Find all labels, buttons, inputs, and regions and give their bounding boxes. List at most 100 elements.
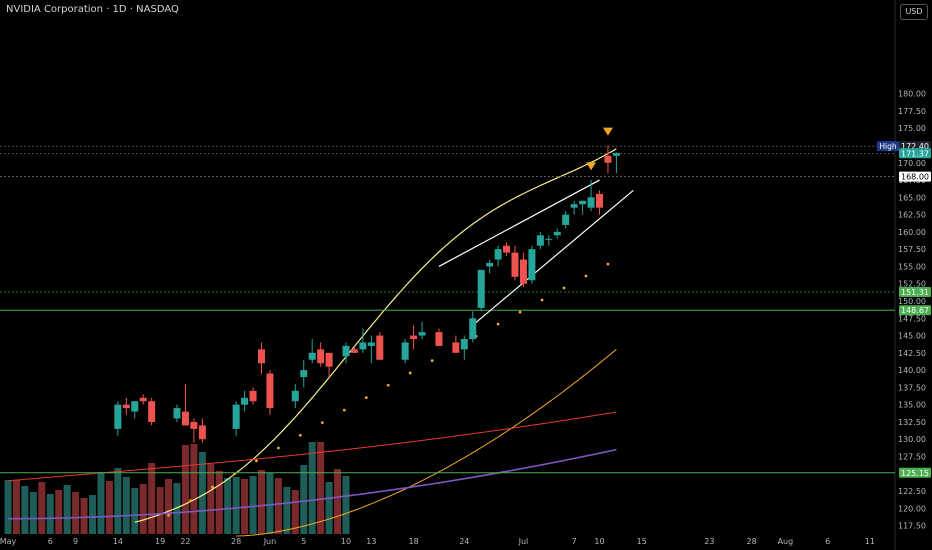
y-tick-label: 160.00 bbox=[898, 228, 926, 237]
x-tick-label: 22 bbox=[180, 537, 190, 546]
x-tick-label: 6 bbox=[48, 537, 53, 546]
y-tick-label: 152.50 bbox=[898, 280, 926, 289]
price-tag-label: 168.00 bbox=[901, 173, 929, 182]
x-tick-label: May bbox=[0, 537, 17, 546]
candle-body bbox=[418, 332, 426, 336]
y-tick-label: 180.00 bbox=[898, 90, 926, 99]
mid-moving-average bbox=[236, 349, 617, 537]
y-tick-label: 137.50 bbox=[898, 383, 926, 392]
long-moving-average bbox=[8, 448, 617, 520]
x-tick-label: 10 bbox=[341, 537, 351, 546]
volume-bar bbox=[148, 463, 156, 534]
candle-body bbox=[114, 404, 122, 429]
volume-bar bbox=[72, 492, 80, 534]
volume-bar bbox=[274, 478, 282, 534]
y-tick-label: 147.50 bbox=[898, 314, 926, 323]
y-tick-label: 175.00 bbox=[898, 124, 926, 133]
trend-dot bbox=[298, 433, 302, 437]
volume-bar bbox=[29, 492, 37, 534]
candle-body bbox=[350, 349, 358, 353]
candle-body bbox=[173, 408, 181, 419]
trend-dot bbox=[277, 446, 280, 450]
y-tick-label: 132.50 bbox=[898, 418, 926, 427]
volume-bar bbox=[325, 482, 333, 534]
y-tick-label: 130.00 bbox=[898, 435, 926, 444]
x-tick-label: Jul bbox=[518, 537, 529, 546]
volume-bar bbox=[249, 476, 257, 534]
fast-moving-average bbox=[134, 148, 617, 523]
y-tick-label: 145.00 bbox=[898, 332, 926, 341]
volume-bar bbox=[266, 473, 274, 534]
volume-bar bbox=[63, 485, 71, 534]
price-tag-label: 171.37 bbox=[901, 149, 929, 158]
currency-button[interactable]: USD bbox=[900, 4, 928, 20]
candle-body bbox=[241, 397, 249, 405]
candle-body bbox=[452, 342, 460, 353]
y-tick-label: 142.50 bbox=[898, 349, 926, 358]
candle-body bbox=[190, 421, 198, 429]
sell-signal-triangle bbox=[586, 162, 597, 171]
candle-body bbox=[604, 155, 612, 163]
candle-body bbox=[519, 259, 527, 284]
trend-dot bbox=[211, 485, 214, 489]
candle-body bbox=[528, 249, 536, 281]
y-tick-label: 170.00 bbox=[898, 159, 926, 168]
x-tick-label: 7 bbox=[572, 537, 577, 546]
volume-bar bbox=[46, 494, 54, 534]
x-tick-label: 28 bbox=[231, 537, 241, 546]
chart-title: NVIDIA Corporation · 1D · NASDAQ bbox=[6, 4, 179, 15]
volume-bar bbox=[334, 469, 342, 534]
candle-body bbox=[131, 401, 139, 412]
candle-body bbox=[291, 390, 299, 402]
volume-bar bbox=[173, 483, 181, 534]
candle-body bbox=[612, 153, 620, 156]
x-tick-label: 15 bbox=[637, 537, 647, 546]
trend-dot bbox=[584, 274, 588, 278]
x-tick-label: 11 bbox=[865, 537, 875, 546]
candle-body bbox=[401, 342, 409, 360]
volume-bar bbox=[165, 479, 173, 534]
candle-body bbox=[410, 335, 418, 340]
x-tick-label: 23 bbox=[704, 537, 714, 546]
volume-bar bbox=[139, 484, 147, 534]
x-tick-label: 13 bbox=[366, 537, 376, 546]
y-tick-label: 165.00 bbox=[898, 193, 926, 202]
candle-body bbox=[232, 404, 240, 429]
price-tag-label: 151.31 bbox=[901, 288, 929, 297]
price-tag-label: 125.15 bbox=[901, 469, 929, 478]
candle-body bbox=[536, 235, 544, 246]
price-tag-bg bbox=[899, 171, 931, 182]
x-tick-label: 19 bbox=[155, 537, 165, 546]
candle-body bbox=[596, 193, 603, 208]
price-tag-label: 148.67 bbox=[901, 306, 929, 315]
price-tag-bg bbox=[899, 148, 931, 159]
candle-body bbox=[587, 197, 595, 208]
volume-bar bbox=[89, 495, 96, 534]
trend-dot bbox=[342, 408, 346, 412]
trend-dot bbox=[167, 513, 170, 517]
price-tag-label: 172.40 bbox=[901, 142, 929, 151]
volume-bar bbox=[190, 444, 198, 534]
trend-dot bbox=[430, 359, 434, 363]
x-tick-label: 28 bbox=[747, 537, 757, 546]
volume-bar bbox=[317, 442, 325, 534]
trend-dot bbox=[518, 310, 522, 314]
trend-dot bbox=[255, 459, 258, 463]
candle-body bbox=[460, 339, 468, 350]
candle-body bbox=[579, 200, 587, 205]
candle-body bbox=[266, 373, 274, 409]
volume-bar bbox=[131, 488, 139, 534]
candle-body bbox=[139, 397, 147, 402]
trend-dot bbox=[540, 298, 544, 302]
volume-bar bbox=[207, 464, 215, 534]
volume-bar bbox=[198, 452, 206, 534]
y-tick-label: 122.50 bbox=[898, 487, 926, 496]
candle-body bbox=[249, 390, 257, 402]
candle-body bbox=[148, 401, 156, 422]
trend-dot bbox=[386, 383, 390, 387]
volume-bar bbox=[4, 480, 12, 534]
candle-body bbox=[570, 204, 578, 208]
volume-bar bbox=[38, 482, 46, 534]
